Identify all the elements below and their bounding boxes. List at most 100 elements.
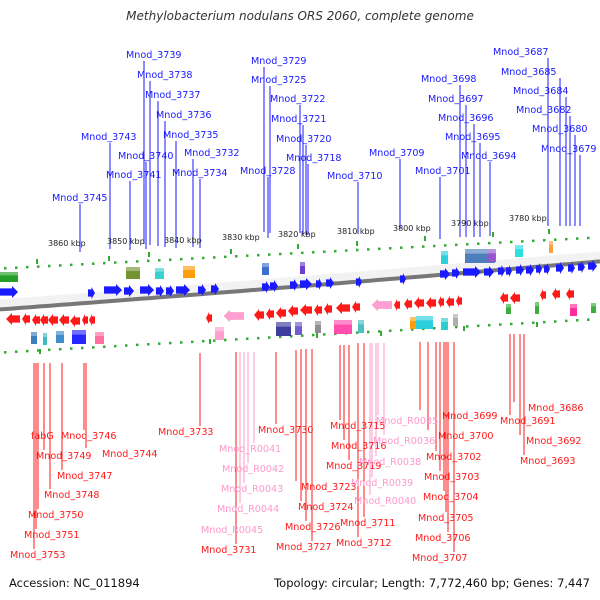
scale-label: 3860 kbp — [48, 239, 86, 248]
reverse-gene-arrow — [336, 302, 350, 314]
scale-label: 3790 kbp — [451, 219, 489, 228]
feature-block-fill — [0, 272, 18, 282]
reverse-gene-arrow — [276, 307, 286, 319]
upper-tick — [136, 260, 139, 263]
gene-label-bottom: Mnod_3686 — [528, 403, 584, 414]
feature-block — [43, 333, 47, 345]
feature-block — [183, 266, 195, 278]
feature-block-fill — [535, 302, 539, 314]
reverse-gene-arrow — [59, 314, 69, 326]
upper-tick — [180, 257, 183, 261]
upper-tick — [422, 245, 425, 248]
upper-tick — [15, 266, 18, 269]
upper-tick — [246, 254, 249, 257]
gene-label-bottom: Mnod_3727 — [276, 542, 332, 553]
feature-block-highlight — [72, 330, 86, 335]
gene-label-top: Mnod_3736 — [156, 110, 212, 121]
forward-gene-arrow — [452, 267, 460, 279]
gene-label-bottom: Mnod_3699 — [442, 411, 498, 422]
feature-block-highlight — [410, 317, 416, 321]
gene-label-bottom: Mnod_3724 — [298, 502, 354, 513]
gene-label-top: Mnod_3684 — [513, 86, 569, 97]
feature-block-highlight — [570, 304, 577, 308]
feature-block-highlight — [315, 321, 321, 325]
forward-gene-arrow — [326, 277, 334, 289]
upper-tick — [279, 252, 282, 256]
scale-label: 3800 kbp — [393, 224, 431, 233]
forward-gene-arrow — [316, 278, 322, 290]
gene-label-top: Mnod_3701 — [415, 166, 471, 177]
accession-text: Accession: NC_011894 — [9, 576, 140, 590]
gene-label-bottom: Mnod_R0044 — [217, 504, 279, 515]
gene-label-top: Mnod_3687 — [493, 47, 549, 58]
major-tick — [536, 322, 538, 327]
lower-tick — [367, 330, 370, 334]
gene-label-bottom: Mnod_3691 — [500, 416, 556, 427]
feature-block-highlight — [276, 322, 291, 327]
feature-block-highlight — [506, 304, 511, 308]
feature-block — [72, 330, 86, 344]
gene-label-bottom: Mnod_3753 — [10, 550, 66, 561]
rna-gene-arrow — [224, 310, 244, 322]
upper-tick — [290, 252, 293, 255]
gene-label-bottom: Mnod_3726 — [285, 522, 341, 533]
feature-block — [515, 245, 523, 257]
gene-label-top: Mnod_3735 — [163, 130, 219, 141]
scale-labels: 3860 kbp 3850 kbp 3840 kbp 3830 kbp 3820 kbp… — [48, 214, 547, 248]
feature-block-fill — [416, 316, 433, 329]
feature-block-highlight — [43, 333, 47, 337]
lower-tick — [92, 346, 95, 349]
lower-tick — [169, 341, 172, 345]
gene-label-bottom: Mnod_R0043 — [221, 484, 283, 495]
rna-gene-arrow — [372, 299, 392, 311]
scale-label: 3780 kbp — [509, 214, 547, 223]
lower-tick — [235, 338, 238, 341]
feature-block-fill — [441, 251, 448, 264]
reverse-gene-arrow — [300, 304, 312, 316]
lower-tick — [4, 351, 7, 354]
upper-tick — [499, 241, 502, 244]
lower-tick — [125, 344, 128, 347]
forward-gene-arrow — [124, 285, 134, 297]
gene-label-bottom: Mnod_3719 — [326, 461, 382, 472]
feature-block-highlight — [591, 303, 596, 307]
feature-block — [95, 332, 104, 344]
reverse-gene-arrow — [70, 315, 80, 327]
lower-tick — [26, 349, 29, 353]
major-tick — [548, 229, 550, 234]
feature-block — [535, 302, 539, 314]
gene-label-bottom: Mnod_R0041 — [219, 444, 281, 455]
gene-label-bottom: Mnod_3731 — [201, 545, 257, 556]
upper-tick — [345, 249, 348, 252]
feature-block-fill — [334, 320, 352, 334]
feature-block-highlight — [95, 332, 104, 336]
feature-block-highlight — [453, 314, 458, 318]
feature-block-fill — [56, 331, 64, 343]
gene-label-top: Mnod_3722 — [270, 94, 326, 105]
lower-tick — [477, 324, 480, 328]
lower-tick — [103, 345, 106, 349]
gene-label-bottom: Mnod_R0039 — [351, 478, 413, 489]
gene-label-top: Mnod_3741 — [106, 170, 162, 181]
upper-tick — [235, 255, 238, 258]
feature-block-highlight — [334, 320, 352, 325]
feature-block-fill — [295, 322, 302, 335]
feature-block-fill — [95, 332, 104, 344]
gene-label-top: Mnod_3721 — [271, 114, 327, 125]
upper-tick — [477, 242, 480, 245]
lower-tick — [158, 342, 161, 345]
feature-block-highlight — [295, 322, 302, 327]
gene-label-bottom: Mnod_3749 — [36, 451, 92, 462]
reverse-gene-arrow — [446, 296, 454, 308]
reverse-gene-arrow — [540, 289, 546, 301]
feature-block-fill — [183, 266, 195, 278]
gene-label-bottom: Mnod_3716 — [331, 441, 387, 452]
forward-gene-arrow — [556, 262, 564, 274]
feature-block-fill — [515, 245, 523, 257]
forward-gene-arrow — [516, 264, 524, 276]
reverse-gene-arrow — [352, 301, 360, 313]
gene-label-bottom: Mnod_3706 — [415, 533, 471, 544]
upper-tick — [587, 236, 590, 240]
reverse-gene-arrow — [6, 313, 20, 325]
gene-label-top: Mnod_3679 — [541, 144, 597, 155]
